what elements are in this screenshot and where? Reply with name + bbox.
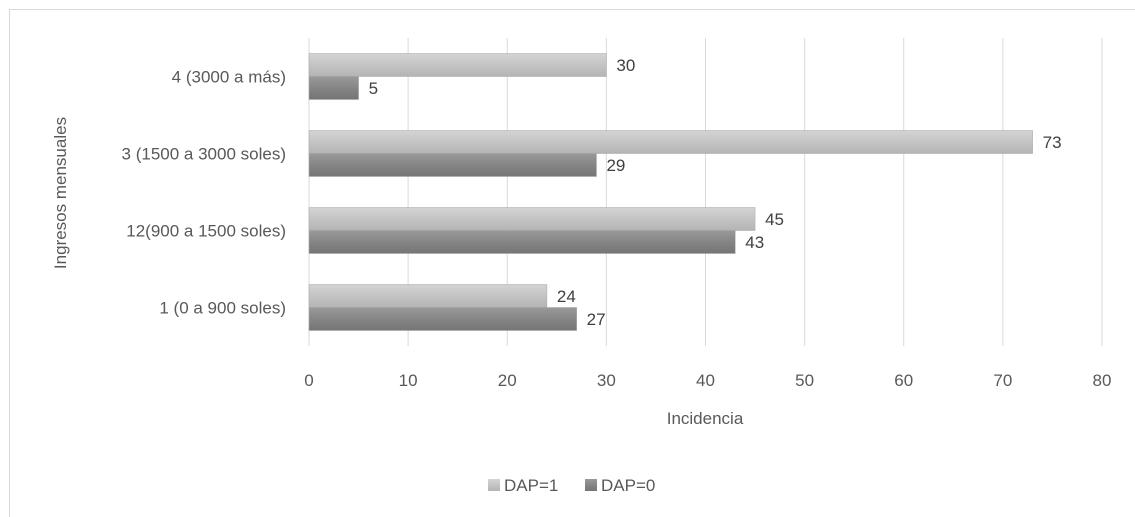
legend-swatch	[488, 479, 500, 491]
x-tick-label: 30	[597, 371, 616, 390]
category-labels: 1 (0 a 900 soles) 12(900 a 1500 soles) 3 (…	[122, 68, 286, 318]
category-label: 12(900 a 1500 soles)	[126, 222, 286, 241]
bar-value-label: 43	[745, 233, 764, 252]
bar-value-label: 73	[1043, 133, 1062, 152]
bar-dap-0	[308, 230, 736, 254]
bar-dap-1	[308, 53, 607, 77]
bar-dap-1	[308, 130, 1033, 154]
legend-swatch	[585, 479, 597, 491]
bar-value-label: 24	[557, 287, 576, 306]
bar-dap-0	[308, 76, 359, 100]
category-label: 4 (3000 a más)	[172, 68, 286, 87]
x-tick-label: 50	[795, 371, 814, 390]
x-tick-label: 80	[1093, 371, 1112, 390]
x-tick-label: 0	[304, 371, 313, 390]
bar-value-label: 29	[606, 156, 625, 175]
x-tick-labels: 0 10 20 30 40 50 60 70 80	[304, 371, 1111, 390]
chart-border	[9, 9, 1135, 517]
bar-dap-0	[308, 153, 597, 177]
bar-value-label: 45	[765, 210, 784, 229]
x-tick-label: 10	[399, 371, 418, 390]
bar-value-label: 30	[616, 56, 635, 75]
bars	[308, 53, 1033, 331]
x-tick-label: 20	[498, 371, 517, 390]
bar-value-label: 5	[369, 79, 378, 98]
legend-label: DAP=1	[504, 476, 558, 495]
legend-label: DAP=0	[601, 476, 655, 495]
x-tick-label: 60	[894, 371, 913, 390]
category-label: 1 (0 a 900 soles)	[159, 299, 286, 318]
bar-value-label: 27	[587, 310, 606, 329]
x-tick-label: 70	[993, 371, 1012, 390]
bar-dap-1	[308, 207, 756, 231]
category-label: 3 (1500 a 3000 soles)	[122, 145, 286, 164]
gridlines	[308, 38, 1103, 346]
y-axis-title: Ingresos mensuales	[51, 117, 70, 269]
bar-dap-0	[308, 307, 577, 331]
x-tick-label: 40	[696, 371, 715, 390]
x-axis-title: Incidencia	[667, 409, 744, 428]
legend: DAP=1 DAP=0	[488, 476, 655, 495]
bar-dap-1	[308, 284, 548, 308]
